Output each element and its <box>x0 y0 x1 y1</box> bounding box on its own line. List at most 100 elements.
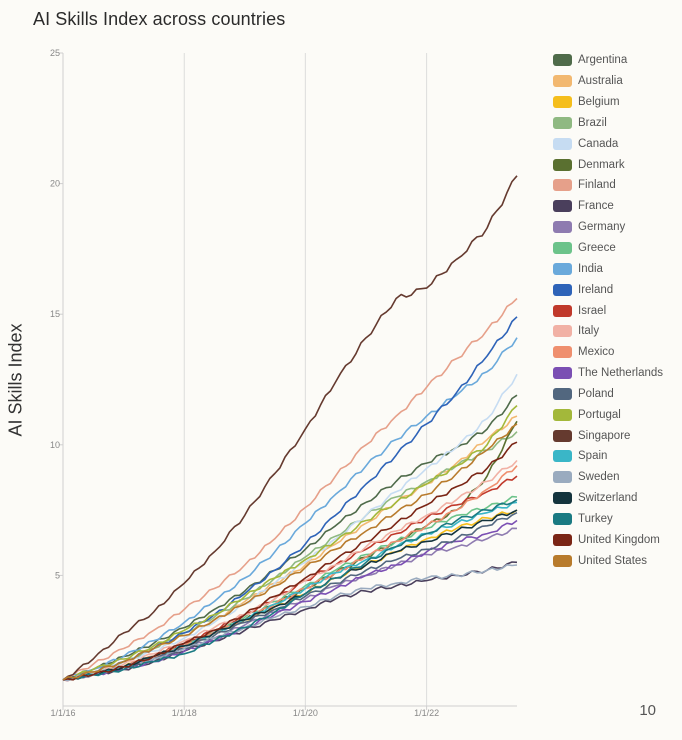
legend-swatch <box>553 533 572 546</box>
legend-item: Argentina <box>553 50 663 71</box>
legend-swatch <box>553 221 572 234</box>
legend-label: Italy <box>578 325 600 338</box>
legend-label: Sweden <box>578 471 620 484</box>
legend-swatch <box>553 75 572 88</box>
legend-item: Mexico <box>553 342 663 363</box>
legend-item: Brazil <box>553 113 663 134</box>
x-tick-label: 1/1/18 <box>172 708 197 718</box>
legend-swatch <box>553 179 572 192</box>
y-tick-label: 5 <box>55 570 60 580</box>
legend-label: Argentina <box>578 54 628 67</box>
legend-label: Singapore <box>578 429 631 442</box>
series-line-argentina <box>62 394 518 681</box>
gridlines <box>183 53 428 706</box>
legend-item: Greece <box>553 238 663 259</box>
legend-swatch <box>553 137 572 150</box>
series-line-united-kingdom <box>62 441 518 681</box>
legend-label: Belgium <box>578 96 620 109</box>
legend-item: Poland <box>553 384 663 405</box>
legend-swatch <box>553 367 572 380</box>
x-tick-label: 1/1/22 <box>414 708 439 718</box>
legend-item: Spain <box>553 446 663 467</box>
legend-label: Ireland <box>578 283 614 296</box>
series-line-portugal <box>62 405 518 681</box>
series-line-united-states <box>62 423 518 681</box>
legend-label: Turkey <box>578 512 613 525</box>
legend-item: The Netherlands <box>553 363 663 384</box>
legend-swatch <box>553 158 572 171</box>
legend-item: United States <box>553 550 663 571</box>
series-line-finland <box>62 297 518 681</box>
series-line-israel <box>62 475 518 682</box>
series-line-singapore <box>62 175 518 681</box>
legend-swatch <box>553 116 572 129</box>
legend-item: Germany <box>553 217 663 238</box>
legend-item: Portugal <box>553 404 663 425</box>
legend-label: Brazil <box>578 116 607 129</box>
y-tick-label: 15 <box>50 309 60 319</box>
legend-swatch <box>553 304 572 317</box>
legend-swatch <box>553 96 572 109</box>
legend-swatch <box>553 554 572 567</box>
legend-item: Italy <box>553 321 663 342</box>
legend-label: United States <box>578 554 648 567</box>
legend-item: Ireland <box>553 279 663 300</box>
series-line-australia <box>62 415 518 681</box>
legend-swatch <box>553 283 572 296</box>
legend-label: Finland <box>578 179 616 192</box>
legend-label: Spain <box>578 450 608 463</box>
legend-swatch <box>553 512 572 525</box>
legend-label: Denmark <box>578 158 625 171</box>
y-tick-label: 20 <box>50 179 60 189</box>
legend-item: Australia <box>553 71 663 92</box>
legend-swatch <box>553 242 572 255</box>
legend-swatch <box>553 262 572 275</box>
legend-swatch <box>553 325 572 338</box>
series-line-turkey <box>62 499 518 681</box>
legend-swatch <box>553 471 572 484</box>
legend-label: Greece <box>578 242 616 255</box>
legend-item: Denmark <box>553 154 663 175</box>
legend-item: Canada <box>553 133 663 154</box>
x-tick-label: 1/1/16 <box>50 708 75 718</box>
legend-label: India <box>578 262 603 275</box>
legend-item: Turkey <box>553 509 663 530</box>
legend-item: United Kingdom <box>553 529 663 550</box>
legend-label: Israel <box>578 304 607 317</box>
legend-swatch <box>553 492 572 505</box>
legend-item: Israel <box>553 300 663 321</box>
y-tick-label: 10 <box>50 440 60 450</box>
x-tick-label: 1/1/20 <box>293 708 318 718</box>
legend-label: Mexico <box>578 346 615 359</box>
tick-labels: 5 10 15 20 25 1/1/16 1/1/18 1/1/20 1/1/22 <box>50 48 439 718</box>
legend-swatch <box>553 200 572 213</box>
legend-label: United Kingdom <box>578 533 660 546</box>
legend-swatch <box>553 429 572 442</box>
legend-label: Poland <box>578 387 614 400</box>
legend-swatch <box>553 387 572 400</box>
series-line-canada <box>62 373 518 681</box>
series-line-switzerland <box>62 509 518 681</box>
legend-item: Sweden <box>553 467 663 488</box>
legend-swatch <box>553 54 572 67</box>
series-lines <box>62 175 518 682</box>
legend-item: Belgium <box>553 92 663 113</box>
legend-label: Switzerland <box>578 492 638 505</box>
series-line-italy <box>62 459 518 681</box>
legend-label: Canada <box>578 137 619 150</box>
legend-item: Singapore <box>553 425 663 446</box>
series-line-france <box>62 561 518 681</box>
y-tick-label: 25 <box>50 48 60 58</box>
legend-item: India <box>553 258 663 279</box>
page-number: 10 <box>639 702 656 719</box>
legend-swatch <box>553 450 572 463</box>
series-line-ireland <box>62 316 518 681</box>
legend-swatch <box>553 346 572 359</box>
legend: Argentina Australia Belgium Brazil Canada Den… <box>553 50 663 571</box>
legend-item: Switzerland <box>553 488 663 509</box>
legend-item: Finland <box>553 175 663 196</box>
legend-label: Australia <box>578 75 623 88</box>
legend-swatch <box>553 408 572 421</box>
legend-item: France <box>553 196 663 217</box>
